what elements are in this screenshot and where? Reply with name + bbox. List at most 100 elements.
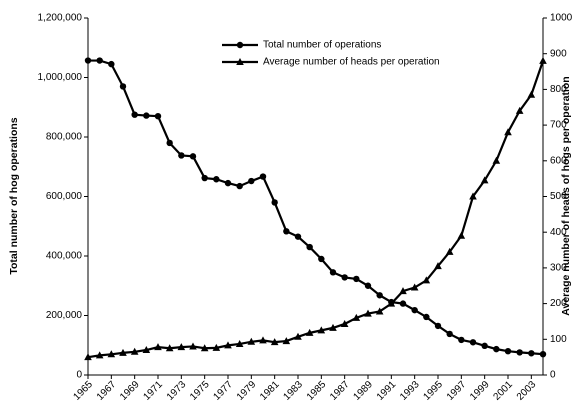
- data-point: [177, 343, 186, 351]
- data-point: [387, 299, 396, 307]
- data-point: [165, 344, 174, 352]
- x-tick-label: 1999: [468, 379, 492, 403]
- y-tick-label: 200,000: [46, 310, 83, 321]
- data-point: [271, 199, 278, 206]
- data-point: [422, 276, 431, 284]
- x-tick-label: 1993: [398, 379, 422, 403]
- x-tick-label: 1985: [305, 379, 329, 403]
- y2-tick-label: 900: [550, 48, 567, 59]
- data-point: [282, 337, 291, 345]
- data-point: [340, 319, 349, 327]
- data-point: [131, 111, 138, 118]
- y2-tick-label: 400: [550, 227, 567, 238]
- y2-tick-label: 1000: [550, 13, 573, 24]
- data-point: [84, 353, 92, 361]
- x-tick-label: 2001: [491, 379, 515, 403]
- data-point: [492, 156, 501, 164]
- y-tick-label: 400,000: [46, 251, 83, 262]
- data-point: [364, 282, 372, 289]
- data-point: [528, 350, 535, 357]
- x-tick-label: 1981: [258, 379, 282, 403]
- y2-tick-label: 700: [550, 120, 567, 131]
- data-point: [527, 90, 536, 98]
- data-point: [469, 339, 477, 346]
- data-point: [329, 269, 337, 276]
- data-point: [539, 350, 547, 358]
- data-point: [458, 336, 465, 344]
- legend-marker: [236, 41, 244, 49]
- data-point: [376, 292, 383, 299]
- data-point: [434, 322, 442, 330]
- legend-label: Average number of heads per operation: [263, 57, 440, 68]
- data-point: [446, 330, 453, 338]
- data-point: [329, 323, 337, 331]
- data-point: [352, 313, 361, 321]
- data-point: [259, 336, 267, 344]
- x-tick-label: 1989: [351, 379, 375, 403]
- data-point: [364, 309, 372, 317]
- data-point: [130, 347, 139, 355]
- data-point: [353, 275, 360, 283]
- y2-tick-label: 300: [550, 263, 567, 274]
- data-point: [119, 348, 127, 356]
- data-point: [119, 83, 127, 90]
- x-tick-label: 1965: [71, 379, 95, 403]
- data-point: [154, 112, 162, 120]
- data-point: [259, 173, 267, 180]
- x-tick-label: 1987: [328, 379, 352, 403]
- y2-tick-label: 500: [550, 191, 567, 202]
- data-point: [318, 255, 325, 263]
- x-tick-label: 1983: [281, 379, 305, 403]
- data-point: [410, 283, 419, 291]
- data-point: [317, 326, 326, 334]
- data-point: [481, 342, 488, 350]
- data-point: [224, 179, 232, 187]
- data-point: [235, 339, 244, 347]
- data-point: [95, 351, 104, 359]
- data-point: [189, 153, 197, 160]
- data-point: [213, 176, 220, 183]
- data-point: [143, 112, 150, 119]
- y2-tick-label: 800: [550, 84, 567, 95]
- data-point: [411, 306, 418, 314]
- x-tick-label: 1977: [211, 379, 235, 403]
- data-point: [516, 349, 523, 356]
- y-tick-label: 1,000,000: [38, 72, 83, 83]
- data-point: [504, 348, 512, 355]
- data-point: [142, 346, 151, 354]
- data-point: [200, 344, 209, 352]
- x-tick-label: 1967: [95, 379, 119, 403]
- x-tick-label: 1995: [421, 379, 445, 403]
- data-point: [178, 152, 185, 159]
- data-point: [108, 60, 115, 68]
- data-point: [294, 233, 302, 240]
- y2-tick-label: 600: [550, 155, 567, 166]
- data-point: [201, 174, 208, 182]
- data-point: [469, 192, 477, 200]
- data-point: [399, 287, 407, 295]
- data-point: [248, 177, 255, 185]
- x-tick-label: 1979: [235, 379, 259, 403]
- legend-marker: [236, 58, 244, 65]
- y-tick-label: 1,200,000: [38, 13, 83, 24]
- y-tick-label: 600,000: [46, 191, 83, 202]
- x-tick-label: 1997: [445, 379, 469, 403]
- data-point: [154, 343, 162, 351]
- data-point: [236, 182, 243, 190]
- series-line: [88, 59, 544, 356]
- data-point: [84, 57, 92, 64]
- data-point: [107, 350, 116, 358]
- data-point: [166, 139, 173, 147]
- data-point: [457, 231, 466, 239]
- y-tick-label: 800,000: [46, 132, 83, 143]
- data-point: [247, 337, 256, 345]
- x-tick-label: 1971: [141, 379, 165, 403]
- y-axis-label: Total number of hog operations: [8, 117, 20, 274]
- data-point: [283, 228, 290, 235]
- y2-axis-label: Average number of heads of hogs per oper…: [560, 76, 572, 315]
- data-point: [480, 176, 489, 184]
- data-point: [189, 342, 197, 350]
- data-point: [306, 243, 313, 251]
- data-point: [212, 343, 221, 351]
- data-point: [493, 345, 500, 353]
